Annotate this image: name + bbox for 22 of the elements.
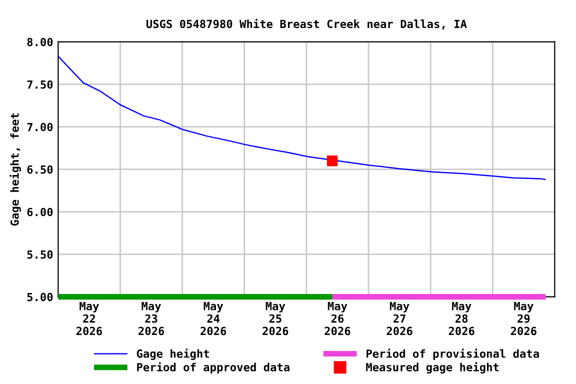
x-tick-label: May 28 2026 [448, 302, 474, 336]
x-tick-label: May 22 2026 [76, 302, 102, 336]
y-tick-label: 8.00 [27, 38, 53, 46]
legend-label: Measured gage height [366, 362, 499, 374]
x-tick-label: May 29 2026 [510, 302, 536, 336]
chart-title: USGS 05487980 White Breast Creek near Dallas, IA [146, 18, 467, 30]
y-axis-title: Gage height, feet [10, 113, 21, 226]
y-tick-label: 5.50 [27, 250, 53, 259]
x-tick-label: May 26 2026 [324, 302, 350, 336]
legend-label: Period of approved data [137, 362, 290, 374]
legend-label: Gage height [136, 348, 209, 360]
x-tick-label: May 23 2026 [138, 302, 164, 336]
x-tick-label: May 27 2026 [386, 302, 412, 336]
y-tick-label: 7.50 [27, 80, 53, 89]
x-tick-label: May 24 2026 [200, 302, 226, 336]
y-tick-label: 6.50 [27, 165, 53, 174]
x-tick-label: May 25 2026 [262, 302, 288, 336]
y-tick-label: 5.00 [27, 292, 53, 302]
line-series [58, 56, 546, 180]
y-tick-label: 7.00 [27, 122, 53, 132]
legend-label: Period of provisional data [366, 348, 539, 360]
y-tick-label: 6.00 [27, 208, 53, 216]
